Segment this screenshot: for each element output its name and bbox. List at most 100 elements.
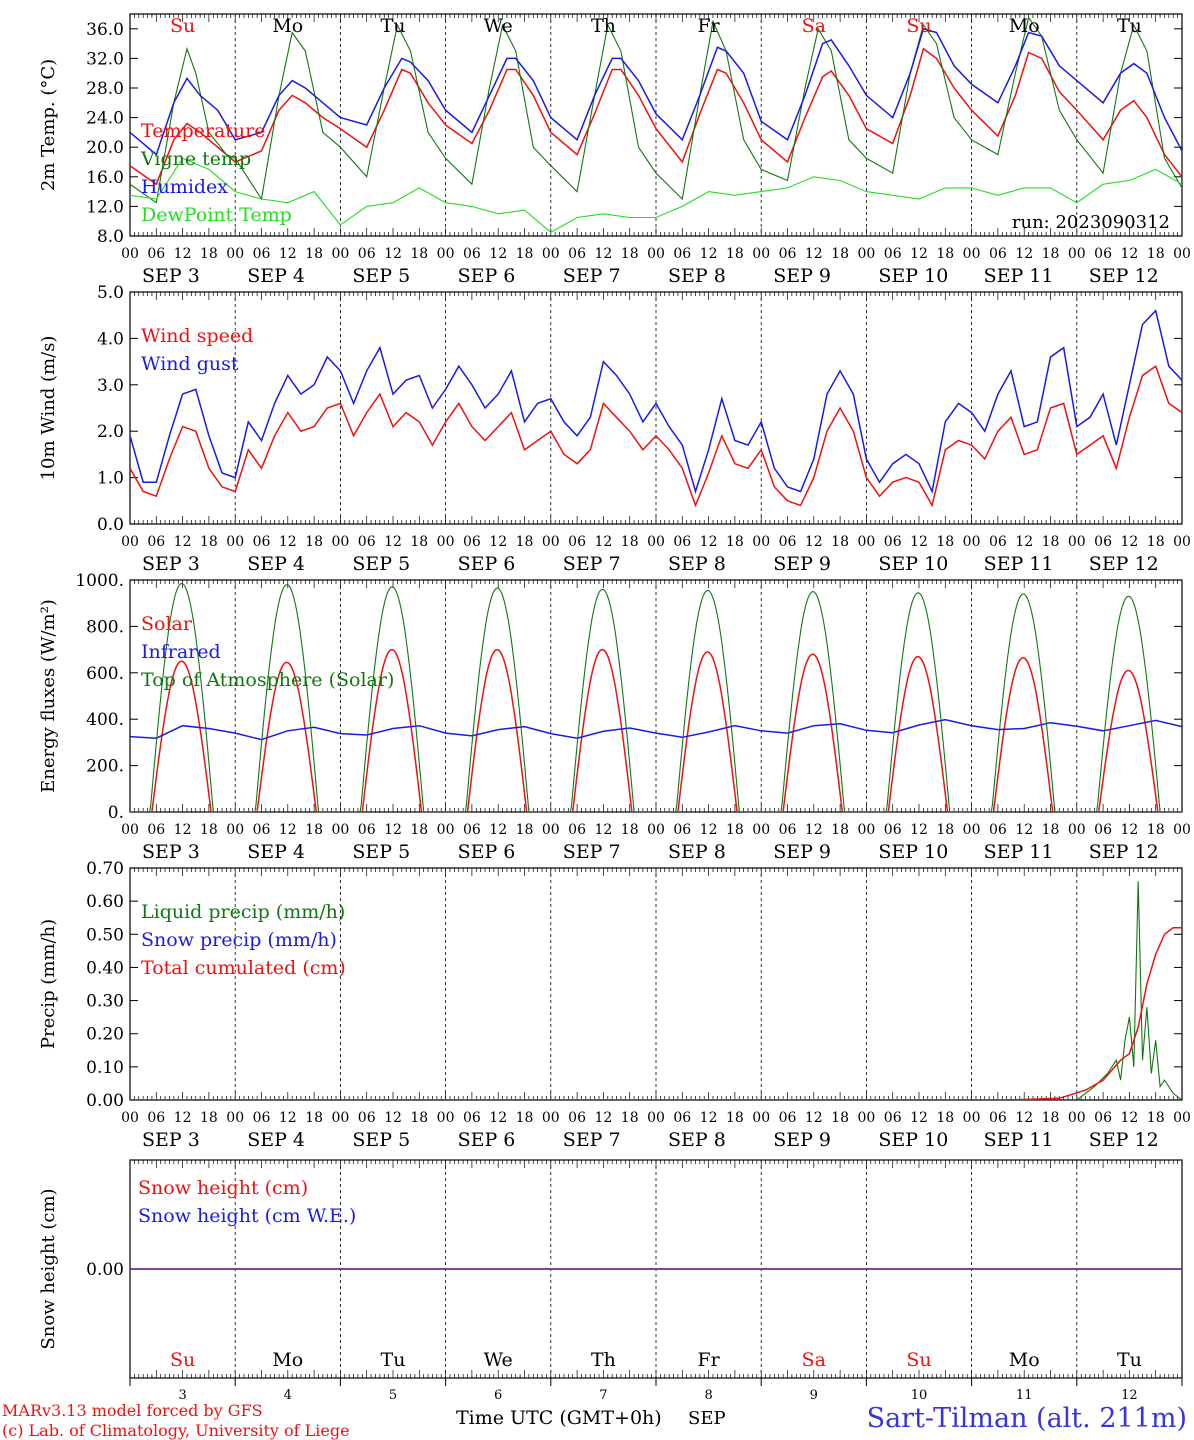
hour-label: 18 [305, 822, 323, 838]
hour-label: 06 [779, 822, 797, 838]
y-tick-label: 0.60 [86, 892, 124, 912]
hour-label: 00 [1173, 1110, 1191, 1126]
hour-label: 18 [1042, 534, 1060, 550]
date-label: SEP 8 [668, 553, 726, 575]
date-label: SEP 12 [1089, 841, 1159, 863]
y-axis-label: 10m Wind (m/s) [38, 336, 59, 481]
series-line-top-of-atmosphere-solar- [130, 582, 1182, 812]
hour-label: 12 [1120, 1110, 1138, 1126]
series-line-wind-speed [130, 365, 1182, 508]
date-label: SEP 12 [1089, 553, 1159, 575]
hour-label: 12 [384, 246, 402, 262]
day-name-label: Tu [1117, 15, 1142, 37]
date-label: SEP 8 [668, 265, 726, 287]
panel-precip: 0.00 0.10 0.20 0.30 0.40 0.50 0.60 0.70 Precip (… [38, 859, 1191, 1151]
y-tick-label: 24.0 [86, 109, 124, 129]
date-label: SEP 4 [247, 841, 305, 863]
hour-label: 06 [463, 1110, 481, 1126]
day-number-label: 3 [178, 1388, 186, 1403]
hour-label: 00 [1173, 246, 1191, 262]
hour-label: 00 [752, 534, 770, 550]
legend-entry: Snow height (cm) [138, 1177, 308, 1199]
hour-label: 00 [1068, 822, 1086, 838]
day-name-label: Fr [697, 15, 720, 37]
hour-label: 00 [647, 1110, 665, 1126]
run-label: run: 2023090312 [1012, 212, 1170, 233]
hour-label: 18 [200, 246, 218, 262]
hour-label: 12 [910, 534, 928, 550]
hour-label: 12 [594, 1110, 612, 1126]
hour-label: 06 [147, 534, 165, 550]
y-tick-label: 12.0 [86, 197, 124, 217]
date-label: SEP 5 [352, 841, 410, 863]
hour-label: 00 [857, 1110, 875, 1126]
hour-label: 00 [121, 822, 139, 838]
y-axis-label: 2m Temp. (°C) [38, 59, 59, 191]
day-name-label: Mo [272, 15, 303, 37]
hour-label: 06 [463, 246, 481, 262]
hour-label: 00 [647, 534, 665, 550]
hour-label: 00 [1068, 246, 1086, 262]
hour-label: 12 [1015, 534, 1033, 550]
y-tick-label: 32.0 [86, 49, 124, 69]
panel-wind: 0.0 1.0 2.0 3.0 4.0 5.0 10m Wind (m/s) Wind spe… [38, 283, 1191, 575]
footer-credit-line1: MARv3.13 model forced by GFS [2, 1401, 263, 1420]
hour-label: 06 [884, 534, 902, 550]
hour-label: 06 [463, 822, 481, 838]
hour-label: 18 [726, 246, 744, 262]
hour-label: 12 [805, 822, 823, 838]
hour-label: 00 [437, 822, 455, 838]
date-label: SEP 4 [247, 265, 305, 287]
hour-label: 18 [1042, 246, 1060, 262]
day-name-label: Mo [272, 1349, 303, 1371]
hour-label: 12 [805, 1110, 823, 1126]
hour-label: 00 [1173, 822, 1191, 838]
hour-label: 12 [805, 246, 823, 262]
hour-label: 12 [594, 246, 612, 262]
y-tick-label: 0.10 [86, 1058, 124, 1078]
hour-label: 06 [568, 246, 586, 262]
hour-label: 06 [147, 246, 165, 262]
hour-label: 18 [831, 1110, 849, 1126]
series-line-total-cumulated-cm- [130, 926, 1182, 1100]
series-line-humidex [130, 27, 1182, 156]
hour-label: 12 [1015, 1110, 1033, 1126]
hour-label: 00 [752, 1110, 770, 1126]
day-number-label: 12 [1121, 1388, 1138, 1403]
hour-label: 00 [121, 534, 139, 550]
hour-label: 18 [1147, 1110, 1165, 1126]
hour-label: 00 [542, 1110, 560, 1126]
y-tick-label: 1000. [75, 571, 124, 591]
x-axis-month: SEP [688, 1408, 726, 1429]
hour-label: 18 [410, 1110, 428, 1126]
hour-label: 18 [516, 534, 534, 550]
date-label: SEP 12 [1089, 1129, 1159, 1151]
hour-label: 06 [779, 534, 797, 550]
y-tick-label: 0.00 [86, 1091, 124, 1111]
hour-label: 06 [884, 246, 902, 262]
y-tick-label: 28.0 [86, 79, 124, 99]
day-number-label: 5 [389, 1388, 397, 1403]
panel-snow: 0.00 Snow height (cm) Snow height (cm) Snow… [38, 1159, 1183, 1403]
hour-label: 06 [673, 246, 691, 262]
legend-entry: DewPoint Temp [141, 204, 292, 226]
hour-label: 12 [910, 246, 928, 262]
date-label: SEP 8 [668, 1129, 726, 1151]
hour-label: 00 [963, 534, 981, 550]
y-tick-label: 0.0 [97, 515, 124, 535]
series-line-temperature [130, 47, 1182, 186]
y-tick-label: 2.0 [97, 422, 124, 442]
date-label: SEP 7 [563, 841, 621, 863]
hour-label: 12 [279, 1110, 297, 1126]
day-number-label: 9 [810, 1388, 818, 1403]
y-tick-label: 0.20 [86, 1025, 124, 1045]
hour-label: 00 [647, 822, 665, 838]
hour-label: 06 [1094, 822, 1112, 838]
date-label: SEP 6 [458, 553, 516, 575]
hour-label: 00 [437, 246, 455, 262]
hour-label: 18 [936, 246, 954, 262]
hour-label: 18 [936, 822, 954, 838]
y-tick-label: 36.0 [86, 20, 124, 40]
day-name-label: Th [591, 15, 616, 37]
